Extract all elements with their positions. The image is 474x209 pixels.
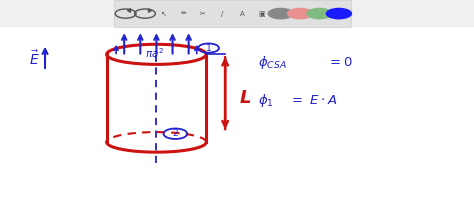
Text: ✏: ✏ [181, 11, 187, 17]
Text: $\pi a^2$: $\pi a^2$ [145, 46, 164, 60]
Circle shape [287, 8, 313, 19]
Text: L: L [239, 89, 251, 107]
Circle shape [306, 8, 333, 19]
Text: 1: 1 [206, 43, 211, 53]
Circle shape [326, 8, 352, 19]
Text: A: A [239, 11, 244, 17]
Circle shape [267, 8, 294, 19]
Text: $= 0$: $= 0$ [327, 56, 353, 69]
Text: ✂: ✂ [200, 11, 206, 17]
Text: $= \ E \cdot A$: $= \ E \cdot A$ [289, 94, 337, 107]
Text: $\phi_1$: $\phi_1$ [258, 92, 274, 109]
Bar [114, 0, 351, 27]
Text: $\vec{E}$: $\vec{E}$ [29, 49, 39, 68]
Text: $\phi_{CSA}$: $\phi_{CSA}$ [258, 54, 287, 71]
Text: ↖: ↖ [162, 11, 167, 17]
Text: ▣: ▣ [258, 11, 264, 17]
Text: /: / [221, 11, 224, 17]
Bar [0, 27, 474, 209]
Text: 2: 2 [173, 129, 178, 138]
